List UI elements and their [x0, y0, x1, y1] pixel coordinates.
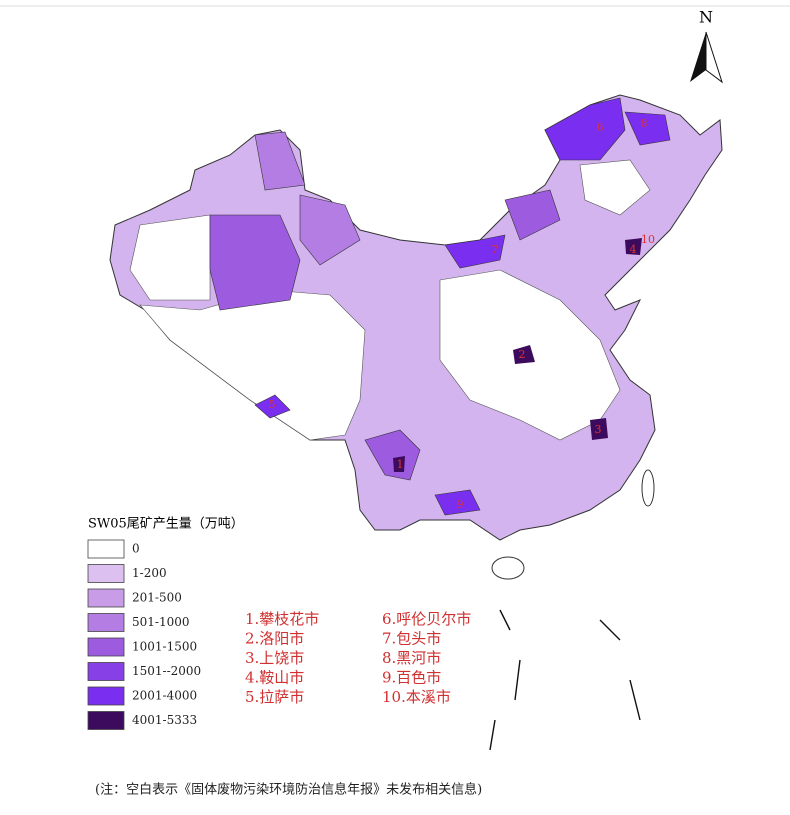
region: [364, 429, 421, 481]
legend-swatch: [87, 539, 125, 559]
city-item: 5.拉萨市: [245, 688, 304, 706]
legend-swatch: [87, 686, 125, 706]
city-item: 2.洛阳市: [245, 630, 304, 648]
legend-swatch: [87, 564, 125, 583]
city-item: 1.攀枝花市: [245, 610, 319, 628]
map-label: 1: [397, 458, 404, 471]
north-arrow: [690, 32, 706, 82]
island: [641, 469, 655, 507]
region: [299, 194, 361, 266]
region: [434, 489, 481, 516]
legend-label: 1501--2000: [132, 664, 201, 678]
region: [444, 234, 506, 269]
city-item: 3.上饶市: [245, 649, 304, 667]
region: [254, 131, 306, 191]
legend-label: 0: [132, 542, 140, 556]
legend-label: 1-200: [132, 566, 167, 580]
legend-label: 2001-4000: [132, 689, 197, 703]
legend-label: 501-1000: [132, 615, 190, 629]
north-arrow: [705, 31, 723, 84]
no-data-region: [129, 214, 211, 301]
city-item: 6.呼伦贝尔市: [382, 610, 471, 628]
region: [590, 418, 608, 440]
note: (注：空白表示《固体废物污染环境防治信息年报》未发布相关信息): [95, 782, 482, 798]
map-label: 10: [641, 233, 655, 246]
map-label: 9: [457, 498, 464, 511]
map-label: 3: [595, 423, 602, 436]
legend-swatch: [87, 588, 125, 608]
map-label: 6: [597, 121, 604, 134]
region: [209, 214, 301, 311]
legend-swatch: [87, 637, 125, 657]
city-item: 4.鞍山市: [245, 669, 304, 687]
city-item: 9.百色市: [382, 669, 441, 687]
legend-label: 201-500: [132, 591, 182, 605]
no-data-region: [139, 289, 366, 441]
legend-title: SW05尾矿产生量（万吨）: [88, 517, 244, 532]
map-label: 2: [519, 348, 526, 361]
north-label: N: [699, 8, 713, 27]
region: [254, 394, 291, 419]
legend-label: 4001-5333: [132, 713, 197, 727]
region: [393, 456, 405, 472]
region: [544, 97, 626, 161]
island: [491, 556, 525, 580]
city-item: 7.包头市: [382, 630, 441, 648]
legend-swatch: [87, 662, 125, 681]
region: [625, 238, 642, 255]
region: [504, 189, 561, 241]
city-item: 8.黑河市: [382, 649, 441, 667]
boundary-dashes: [489, 609, 641, 751]
legend-swatch: [87, 613, 125, 632]
region: [513, 345, 535, 364]
region: [624, 111, 671, 146]
map-label: 5: [269, 398, 276, 411]
legend-swatch: [87, 711, 125, 730]
no-data-region: [579, 159, 651, 216]
map-label: 8: [641, 117, 648, 130]
city-item: 10.本溪市: [382, 688, 451, 706]
map-label: 4: [630, 243, 637, 256]
legend-label: 1001-1500: [132, 640, 197, 654]
map-label: 7: [492, 243, 499, 256]
